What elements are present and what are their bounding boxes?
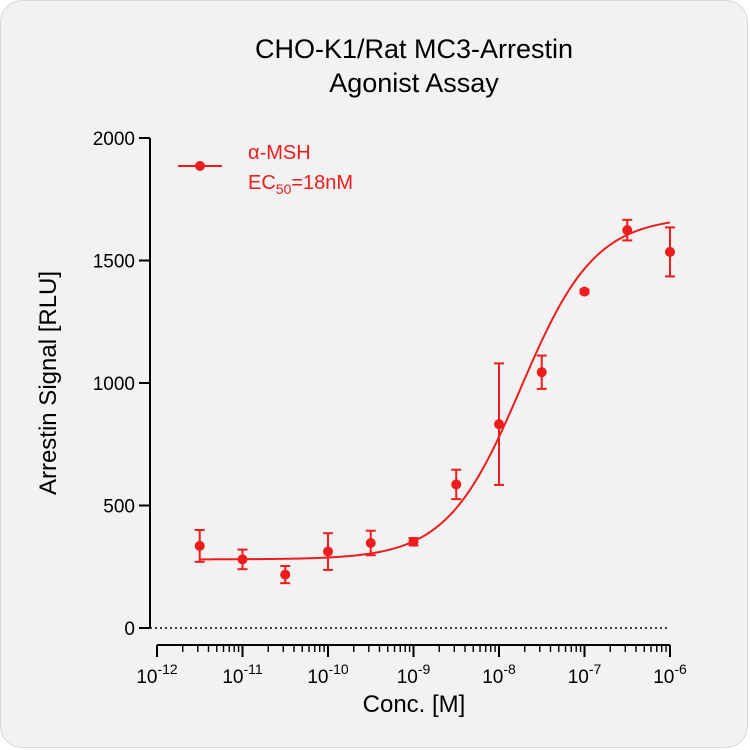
chart-title-line2: Agonist Assay — [329, 68, 499, 98]
data-point — [194, 540, 205, 551]
x-tick-exponent: -6 — [674, 661, 687, 677]
x-axis-label: Conc. [M] — [363, 691, 466, 718]
chart-title-line1: CHO-K1/Rat MC3-Arrestin — [255, 34, 573, 64]
data-point — [665, 246, 675, 257]
legend-ec50-label: EC50=18nM — [248, 172, 353, 197]
legend-ec50-prefix: EC — [248, 172, 276, 194]
data-point — [408, 536, 419, 547]
legend-ec50-sub: 50 — [276, 181, 292, 197]
x-tick-exponent: -9 — [418, 661, 431, 677]
fit-curve — [199, 221, 671, 561]
data-point — [280, 569, 291, 580]
x-tick-base: 10 — [397, 667, 418, 688]
data-point — [494, 419, 504, 430]
x-tick-exponent: -12 — [157, 661, 177, 677]
x-tick-exponent: -7 — [589, 661, 602, 677]
y-tick-label: 0 — [124, 619, 135, 640]
data-point — [237, 554, 248, 565]
x-tick-label: 10-11 — [222, 661, 263, 688]
plot-area — [194, 218, 675, 585]
legend-series-name: α-MSH — [248, 142, 311, 164]
data-point — [451, 479, 462, 490]
x-tick-exponent: -10 — [328, 661, 348, 677]
data-point — [579, 286, 590, 297]
x-tick-base: 10 — [222, 667, 243, 688]
x-tick-label: 10-10 — [307, 661, 349, 688]
x-tick-exponent: -8 — [503, 661, 516, 677]
x-tick-label: 10-8 — [482, 661, 516, 688]
y-tick-label: 2000 — [93, 129, 135, 150]
y-tick-label: 1500 — [93, 252, 135, 273]
x-tick-label: 10-6 — [653, 661, 687, 688]
data-point — [365, 537, 376, 548]
y-tick-label: 500 — [103, 497, 135, 518]
x-tick-label: 10-12 — [136, 661, 178, 688]
x-tick-base: 10 — [568, 667, 589, 688]
legend-marker — [195, 161, 205, 171]
legend: α-MSH EC50=18nM — [178, 142, 353, 197]
x-tick-base: 10 — [653, 667, 674, 688]
y-axis-label: Arrestin Signal [RLU] — [35, 271, 62, 495]
x-tick-label: 10-9 — [397, 661, 431, 688]
x-tick-base: 10 — [482, 667, 503, 688]
x-tick-base: 10 — [307, 667, 328, 688]
x-tick-label: 10-7 — [568, 661, 602, 688]
data-point — [323, 546, 333, 557]
legend-ec50-suffix: =18nM — [291, 172, 353, 194]
data-point — [536, 367, 547, 378]
data-point — [622, 225, 633, 236]
x-tick-exponent: -11 — [243, 661, 262, 677]
y-tick-label: 1000 — [93, 374, 135, 395]
x-tick-base: 10 — [136, 667, 157, 688]
